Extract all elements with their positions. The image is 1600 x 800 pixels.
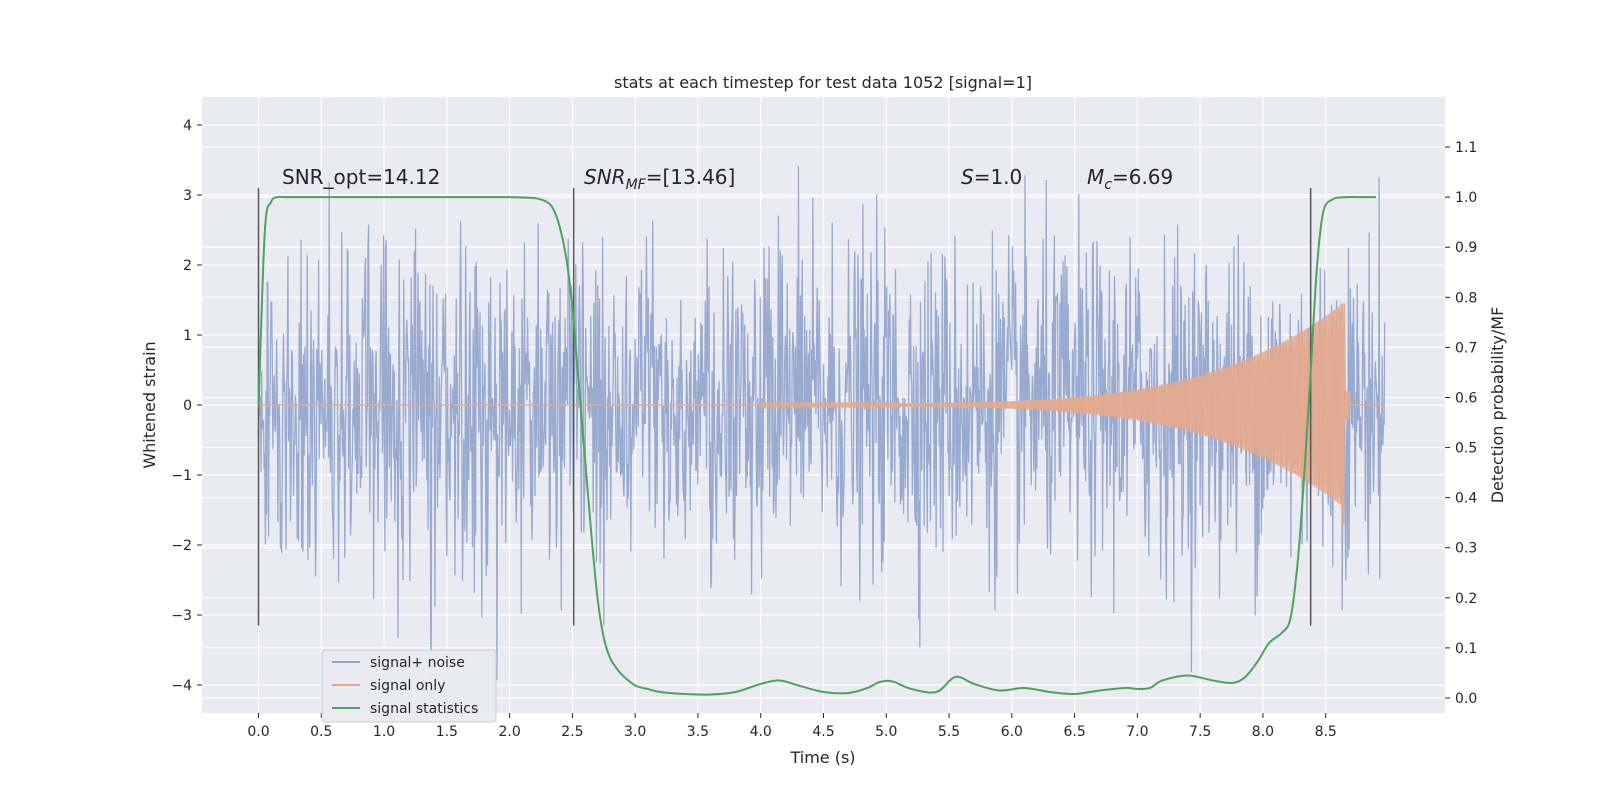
y-right-tick-label: 1.1 — [1455, 140, 1477, 156]
y-tick-label: −4 — [171, 678, 192, 694]
chart-title: stats at each timestep for test data 105… — [614, 73, 1032, 92]
y-tick-label: 2 — [183, 258, 192, 274]
x-tick-label: 3.5 — [687, 724, 709, 740]
annotation-s: S=1.0 — [961, 165, 1022, 189]
series-signal-statistics — [257, 195, 1376, 696]
y-right-tick-label: 1.0 — [1455, 190, 1477, 206]
y-tick-label: 4 — [183, 118, 192, 134]
y-right-tick-label: 0.6 — [1455, 390, 1477, 406]
noise-line — [257, 166, 1386, 681]
legend: signal+ noise signal only signal statist… — [321, 649, 497, 723]
x-tick-label: 5.0 — [875, 724, 897, 740]
x-tick-label: 8.5 — [1315, 724, 1337, 740]
annotation-s-value: =1.0 — [974, 165, 1023, 189]
y-axis-label: Whitened strain — [140, 341, 159, 468]
x-tick-label: 0.5 — [310, 724, 332, 740]
y-right-tick-label: 0.3 — [1455, 541, 1477, 557]
annotation-mc-sub: c — [1104, 177, 1112, 193]
annotation-mc-value: =6.69 — [1112, 165, 1173, 189]
legend-label-stats: signal statistics — [370, 701, 478, 717]
legend-box — [321, 649, 497, 723]
x-tick-label: 2.5 — [561, 724, 583, 740]
annotation-snr-mf: SNRMF=[13.46] — [584, 165, 735, 193]
annotation-snr-mf-prefix: SNR — [584, 165, 626, 189]
y-right-tick-label: 0.5 — [1455, 441, 1477, 457]
annotation-snr-mf-sub: MF — [626, 177, 647, 193]
signal-line — [258, 303, 1385, 525]
y-right-tick-label: 0.2 — [1455, 591, 1477, 607]
y-tick-label: 0 — [183, 398, 192, 414]
y-right-tick-label: 0.4 — [1455, 491, 1477, 507]
x-axis-ticks: 0.0 0.5 1.0 1.5 2.0 2.5 3.0 3.5 4.0 4.5 5.0 5.5 6.0 6… — [247, 713, 1337, 740]
y-right-axis-ticks: 1.1 1.0 0.9 0.8 0.7 0.6 0.5 0.4 0.3 0.2 0.1 0.0 — [1445, 140, 1477, 707]
annotation-mc-symbol: M — [1087, 165, 1104, 189]
annotation-s-symbol: S — [961, 165, 974, 189]
y-right-tick-label: 0.9 — [1455, 240, 1477, 256]
y-tick-label: 1 — [183, 328, 192, 344]
annotation-snr-opt: SNR_opt=14.12 — [282, 165, 440, 189]
x-tick-label: 7.5 — [1189, 724, 1211, 740]
annotations: SNR_opt=14.12 SNRMF=[13.46] S=1.0 Mc=6.6… — [282, 165, 1173, 193]
x-tick-label: 8.0 — [1252, 724, 1274, 740]
stats-line — [257, 195, 1376, 696]
x-tick-label: 7.0 — [1126, 724, 1148, 740]
y-right-tick-label: 0.8 — [1455, 290, 1477, 306]
x-tick-label: 6.0 — [1001, 724, 1023, 740]
series-signal-only — [258, 303, 1385, 525]
x-tick-label: 1.0 — [373, 724, 395, 740]
x-tick-label: 1.5 — [436, 724, 458, 740]
y-tick-label: 3 — [183, 188, 192, 204]
x-tick-label: 2.0 — [498, 724, 520, 740]
legend-label-noise: signal+ noise — [370, 655, 465, 671]
annotation-snr-mf-value: =[13.46] — [646, 165, 736, 189]
y-right-tick-label: 0.1 — [1455, 641, 1477, 657]
y-tick-label: −3 — [171, 608, 192, 624]
x-tick-label: 0.0 — [247, 724, 269, 740]
annotation-mc: Mc=6.69 — [1087, 165, 1173, 193]
y-axis-ticks: 4 3 2 1 0 −1 −2 −3 −4 — [171, 118, 202, 694]
x-tick-label: 6.5 — [1063, 724, 1085, 740]
x-tick-label: 3.0 — [624, 724, 646, 740]
series-signal-plus-noise — [257, 166, 1386, 681]
y-right-tick-label: 0.7 — [1455, 340, 1477, 356]
y-tick-label: −1 — [171, 468, 192, 484]
x-tick-label: 4.5 — [812, 724, 834, 740]
x-tick-label: 4.0 — [750, 724, 772, 740]
y-right-axis-label: Detection probability/MF — [1488, 307, 1507, 504]
legend-label-signal: signal only — [370, 678, 445, 694]
y-tick-label: −2 — [171, 538, 192, 554]
x-axis-label: Time (s) — [789, 748, 855, 767]
x-tick-label: 5.5 — [938, 724, 960, 740]
y-right-tick-label: 0.0 — [1455, 691, 1477, 707]
